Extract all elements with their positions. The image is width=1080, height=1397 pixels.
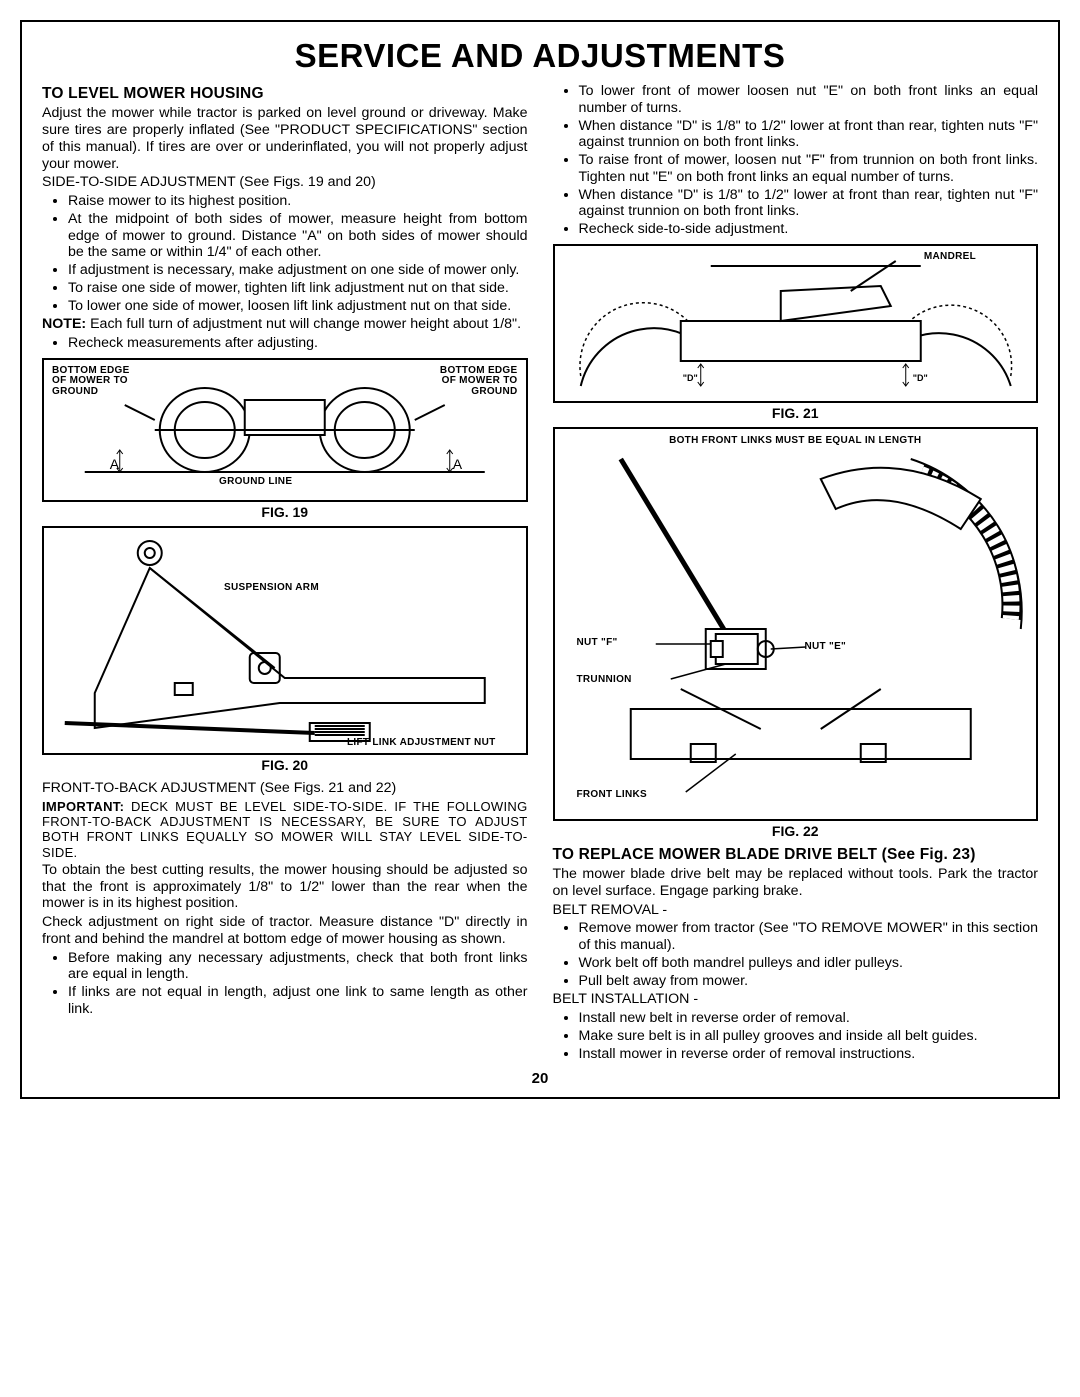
list-item: Make sure belt is in all pulley grooves …	[579, 1028, 1039, 1045]
fig22-front: FRONT LINKS	[577, 789, 648, 801]
list-item: Install mower in reverse order of remova…	[579, 1046, 1039, 1063]
important-label: IMPORTANT:	[42, 799, 124, 814]
fig22-nutf: NUT "F"	[577, 637, 618, 649]
fig19-label-right: BOTTOM EDGE OF MOWER TO GROUND	[428, 366, 518, 398]
para-side-adj: SIDE-TO-SIDE ADJUSTMENT (See Figs. 19 an…	[42, 174, 528, 191]
list-item: Remove mower from tractor (See "TO REMOV…	[579, 920, 1039, 954]
para-front-back: FRONT-TO-BACK ADJUSTMENT (See Figs. 21 a…	[42, 780, 528, 797]
list-item: To lower one side of mower, loosen lift …	[68, 298, 528, 315]
list-item: Pull belt away from mower.	[579, 973, 1039, 990]
figure-22: BOTH FRONT LINKS MUST BE EQUAL IN LENGTH	[553, 427, 1039, 821]
list-item: When distance "D" is 1/8" to 1/2" lower …	[579, 118, 1039, 152]
list-item: Recheck measurements after adjusting.	[68, 335, 528, 352]
list-item: If adjustment is necessary, make adjustm…	[68, 262, 528, 279]
important-line: IMPORTANT: DECK MUST BE LEVEL SIDE-TO-SI…	[42, 799, 528, 860]
left-column: TO LEVEL MOWER HOUSING Adjust the mower …	[42, 83, 528, 1064]
fig22-trunnion: TRUNNION	[577, 674, 632, 686]
list-right-top: To lower front of mower loosen nut "E" o…	[553, 83, 1039, 238]
two-column-layout: TO LEVEL MOWER HOUSING Adjust the mower …	[42, 83, 1038, 1064]
para-belt-removal: BELT REMOVAL -	[553, 902, 1039, 919]
note-line: NOTE: Each full turn of adjustment nut w…	[42, 316, 528, 333]
figure-21: MANDREL	[553, 244, 1039, 403]
right-column: To lower front of mower loosen nut "E" o…	[553, 83, 1039, 1064]
para-best-cut: To obtain the best cutting results, the …	[42, 862, 528, 912]
heading-level-mower: TO LEVEL MOWER HOUSING	[42, 85, 528, 103]
fig19-caption: FIG. 19	[42, 504, 528, 521]
list-item: Before making any necessary adjustments,…	[68, 950, 528, 984]
list-belt-removal: Remove mower from tractor (See "TO REMOV…	[553, 920, 1039, 989]
para-belt-install: BELT INSTALLATION -	[553, 991, 1039, 1008]
fig20-caption: FIG. 20	[42, 757, 528, 774]
page-border: SERVICE AND ADJUSTMENTS TO LEVEL MOWER H…	[20, 20, 1060, 1099]
list-item: Raise mower to its highest position.	[68, 193, 528, 210]
fig22-nute: NUT "E"	[805, 641, 847, 653]
fig20-arm-label: SUSPENSION ARM	[224, 583, 319, 594]
list-item: To raise front of mower, loosen nut "F" …	[579, 152, 1039, 186]
figure-20: SUSPENSION ARM LIFT LINK ADJUSTMENT NUT	[42, 526, 528, 755]
fig21-caption: FIG. 21	[553, 405, 1039, 422]
note-text: Each full turn of adjustment nut will ch…	[90, 316, 521, 332]
list-item: If links are not equal in length, adjust…	[68, 984, 528, 1018]
figure-19: BOTTOM EDGE OF MOWER TO GROUND BOTTOM ED…	[42, 358, 528, 502]
para-intro: Adjust the mower while tractor is parked…	[42, 105, 528, 172]
fig21-svg: "D" "D"	[555, 246, 1037, 401]
para-check-adj: Check adjustment on right side of tracto…	[42, 914, 528, 948]
svg-text:A: A	[453, 456, 463, 472]
fig21-mandrel: MANDREL	[924, 251, 976, 263]
list-item: When distance "D" is 1/8" to 1/2" lower …	[579, 187, 1039, 221]
list-item: At the midpoint of both sides of mower, …	[68, 211, 528, 261]
list-belt-install: Install new belt in reverse order of rem…	[553, 1010, 1039, 1062]
list-item: Install new belt in reverse order of rem…	[579, 1010, 1039, 1027]
list-recheck: Recheck measurements after adjusting.	[42, 335, 528, 352]
list-item: To lower front of mower loosen nut "E" o…	[579, 83, 1039, 117]
fig20-svg	[44, 528, 526, 753]
note-label: NOTE:	[42, 316, 86, 332]
fig22-top-label: BOTH FRONT LINKS MUST BE EQUAL IN LENGTH	[555, 435, 1037, 447]
fig19-label-left: BOTTOM EDGE OF MOWER TO GROUND	[52, 366, 142, 398]
list-item: Recheck side-to-side adjustment.	[579, 221, 1039, 238]
list-item: To raise one side of mower, tighten lift…	[68, 280, 528, 297]
svg-text:"D": "D"	[912, 373, 927, 383]
heading-replace-belt: TO REPLACE MOWER BLADE DRIVE BELT (See F…	[553, 846, 1039, 864]
para-belt-intro: The mower blade drive belt may be replac…	[553, 866, 1039, 900]
svg-text:"D": "D"	[682, 373, 697, 383]
page-title: SERVICE AND ADJUSTMENTS	[42, 37, 1038, 75]
list-side-adj: Raise mower to its highest position. At …	[42, 193, 528, 314]
fig22-svg	[555, 429, 1037, 819]
page-number: 20	[42, 1070, 1038, 1087]
fig19-ground-line: GROUND LINE	[219, 476, 292, 488]
list-item: Work belt off both mandrel pulleys and i…	[579, 955, 1039, 972]
fig22-caption: FIG. 22	[553, 823, 1039, 840]
list-front-links: Before making any necessary adjustments,…	[42, 950, 528, 1018]
fig20-nut-label: LIFT LINK ADJUSTMENT NUT	[347, 738, 495, 749]
